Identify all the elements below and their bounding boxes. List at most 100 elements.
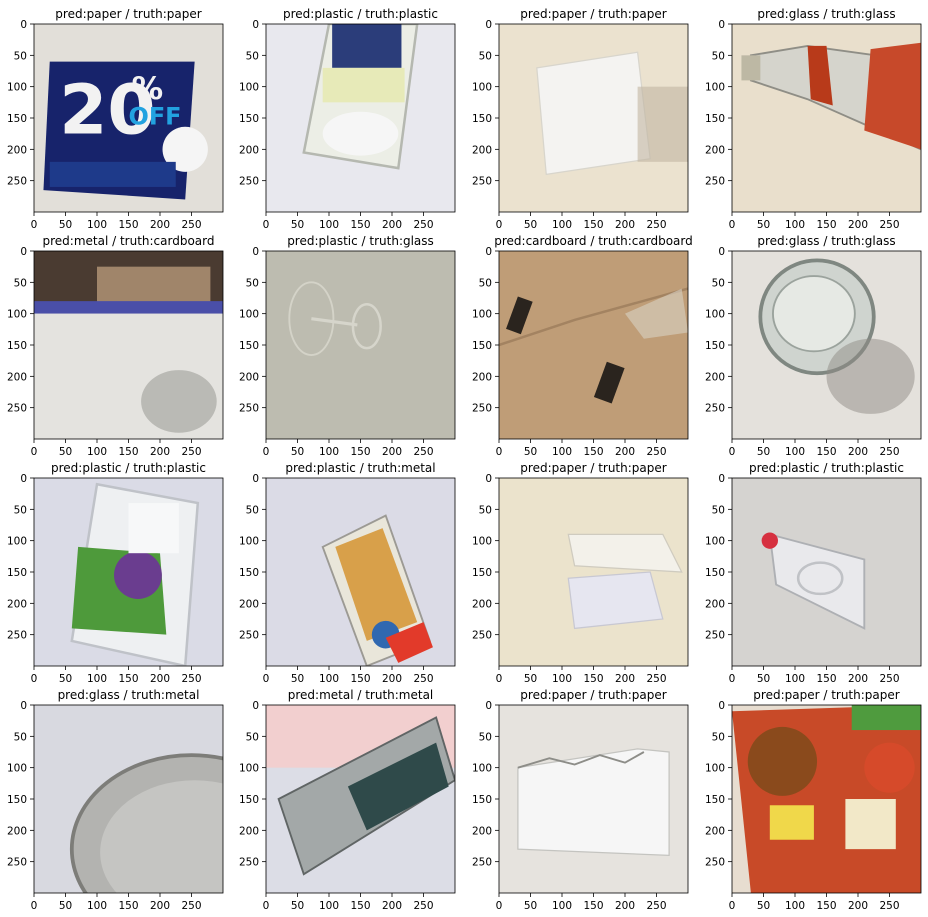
y-tick-label: 150 — [705, 113, 725, 125]
y-tick-label: 150 — [472, 567, 492, 579]
x-tick-label: 100 — [785, 673, 805, 685]
panel-title: pred:glass / truth:glass — [757, 234, 895, 248]
y-tick-label: 0 — [252, 19, 259, 31]
y-tick-label: 200 — [7, 825, 27, 837]
panel-image — [732, 24, 921, 212]
y-tick-label: 200 — [7, 598, 27, 610]
y-tick-label: 200 — [239, 371, 259, 383]
x-tick-label: 100 — [552, 900, 572, 912]
x-tick-label: 150 — [118, 673, 138, 685]
x-tick-label: 150 — [583, 900, 603, 912]
x-tick-label: 50 — [757, 446, 770, 458]
x-tick-label: 0 — [263, 900, 270, 912]
x-tick-label: 150 — [350, 900, 370, 912]
panel-image — [34, 478, 223, 666]
y-tick-label: 0 — [485, 700, 492, 712]
y-tick-label: 200 — [705, 144, 725, 156]
svg-text:%: % — [132, 71, 164, 107]
y-tick-label: 150 — [7, 113, 27, 125]
y-tick-label: 100 — [472, 309, 492, 321]
x-tick-label: 200 — [382, 673, 402, 685]
y-tick-label: 100 — [472, 536, 492, 548]
x-tick-label: 250 — [413, 446, 433, 458]
panel-image — [266, 24, 455, 212]
panel-title: pred:glass / truth:glass — [757, 7, 895, 21]
panel: pred:plastic / truth:plastic 0 50 100 150 200… — [7, 461, 224, 685]
y-tick-label: 50 — [712, 277, 725, 289]
panel-title: pred:plastic / truth:plastic — [749, 461, 904, 475]
panel: pred:paper / truth:paper 20%OFF 0 50 100 150 2… — [7, 7, 224, 231]
x-tick-label: 150 — [118, 446, 138, 458]
x-tick-label: 250 — [646, 219, 666, 231]
panel-title: pred:paper / truth:paper — [520, 688, 666, 702]
panel-title: pred:metal / truth:cardboard — [42, 234, 214, 248]
y-tick-label: 200 — [472, 144, 492, 156]
panel: pred:plastic / truth:plastic 0 50 100 150 200… — [705, 461, 922, 685]
panel-title: pred:cardboard / truth:cardboard — [494, 234, 693, 248]
panel-image — [499, 478, 688, 666]
x-tick-label: 250 — [879, 219, 899, 231]
y-tick-label: 250 — [705, 176, 725, 188]
panel-image — [266, 478, 455, 666]
y-tick-label: 150 — [7, 567, 27, 579]
y-tick-label: 0 — [718, 246, 725, 258]
y-tick-label: 250 — [705, 857, 725, 869]
y-tick-label: 100 — [7, 82, 27, 94]
y-tick-label: 100 — [705, 82, 725, 94]
x-tick-label: 200 — [615, 219, 635, 231]
x-tick-label: 250 — [181, 446, 201, 458]
x-tick-label: 100 — [552, 446, 572, 458]
y-tick-label: 150 — [472, 113, 492, 125]
x-tick-label: 150 — [583, 219, 603, 231]
x-tick-label: 250 — [413, 900, 433, 912]
x-tick-label: 200 — [150, 219, 170, 231]
y-tick-label: 50 — [246, 277, 259, 289]
x-tick-label: 0 — [729, 673, 736, 685]
x-tick-label: 150 — [816, 219, 836, 231]
panel-title: pred:plastic / truth:plastic — [283, 7, 438, 21]
panel-title: pred:paper / truth:paper — [753, 688, 899, 702]
y-tick-label: 150 — [705, 794, 725, 806]
x-tick-label: 0 — [31, 219, 38, 231]
x-tick-label: 200 — [382, 900, 402, 912]
y-tick-label: 0 — [485, 246, 492, 258]
x-tick-label: 100 — [87, 446, 107, 458]
x-tick-label: 50 — [291, 219, 304, 231]
y-tick-label: 50 — [246, 504, 259, 516]
panel: pred:metal / truth:metal 0 50 100 150 200 250 0… — [239, 688, 456, 912]
x-tick-label: 100 — [552, 219, 572, 231]
x-tick-label: 50 — [524, 219, 537, 231]
x-tick-label: 250 — [646, 446, 666, 458]
x-tick-label: 250 — [646, 900, 666, 912]
panel-title: pred:plastic / truth:plastic — [51, 461, 206, 475]
panel-image — [34, 251, 223, 439]
panel: pred:paper / truth:paper 0 50 100 150 200 250 0… — [472, 688, 689, 912]
y-tick-label: 150 — [239, 113, 259, 125]
x-tick-label: 200 — [615, 446, 635, 458]
y-tick-label: 50 — [479, 277, 492, 289]
x-tick-label: 50 — [757, 900, 770, 912]
x-tick-label: 0 — [729, 446, 736, 458]
x-tick-label: 200 — [150, 446, 170, 458]
x-tick-label: 150 — [350, 446, 370, 458]
y-tick-label: 100 — [7, 763, 27, 775]
y-tick-label: 50 — [14, 504, 27, 516]
y-tick-label: 150 — [239, 567, 259, 579]
x-tick-label: 150 — [350, 219, 370, 231]
y-tick-label: 150 — [7, 340, 27, 352]
x-tick-label: 0 — [496, 446, 503, 458]
panel: pred:paper / truth:paper 0 50 100 150 200 250 0… — [472, 7, 689, 231]
y-tick-label: 250 — [239, 857, 259, 869]
x-tick-label: 0 — [496, 900, 503, 912]
x-tick-label: 150 — [816, 673, 836, 685]
x-tick-label: 150 — [583, 446, 603, 458]
x-tick-label: 150 — [118, 219, 138, 231]
y-tick-label: 250 — [472, 630, 492, 642]
y-tick-label: 150 — [472, 794, 492, 806]
y-tick-label: 200 — [472, 825, 492, 837]
panel-image — [732, 478, 921, 666]
y-tick-label: 0 — [20, 246, 27, 258]
x-tick-label: 0 — [263, 219, 270, 231]
y-tick-label: 150 — [239, 340, 259, 352]
